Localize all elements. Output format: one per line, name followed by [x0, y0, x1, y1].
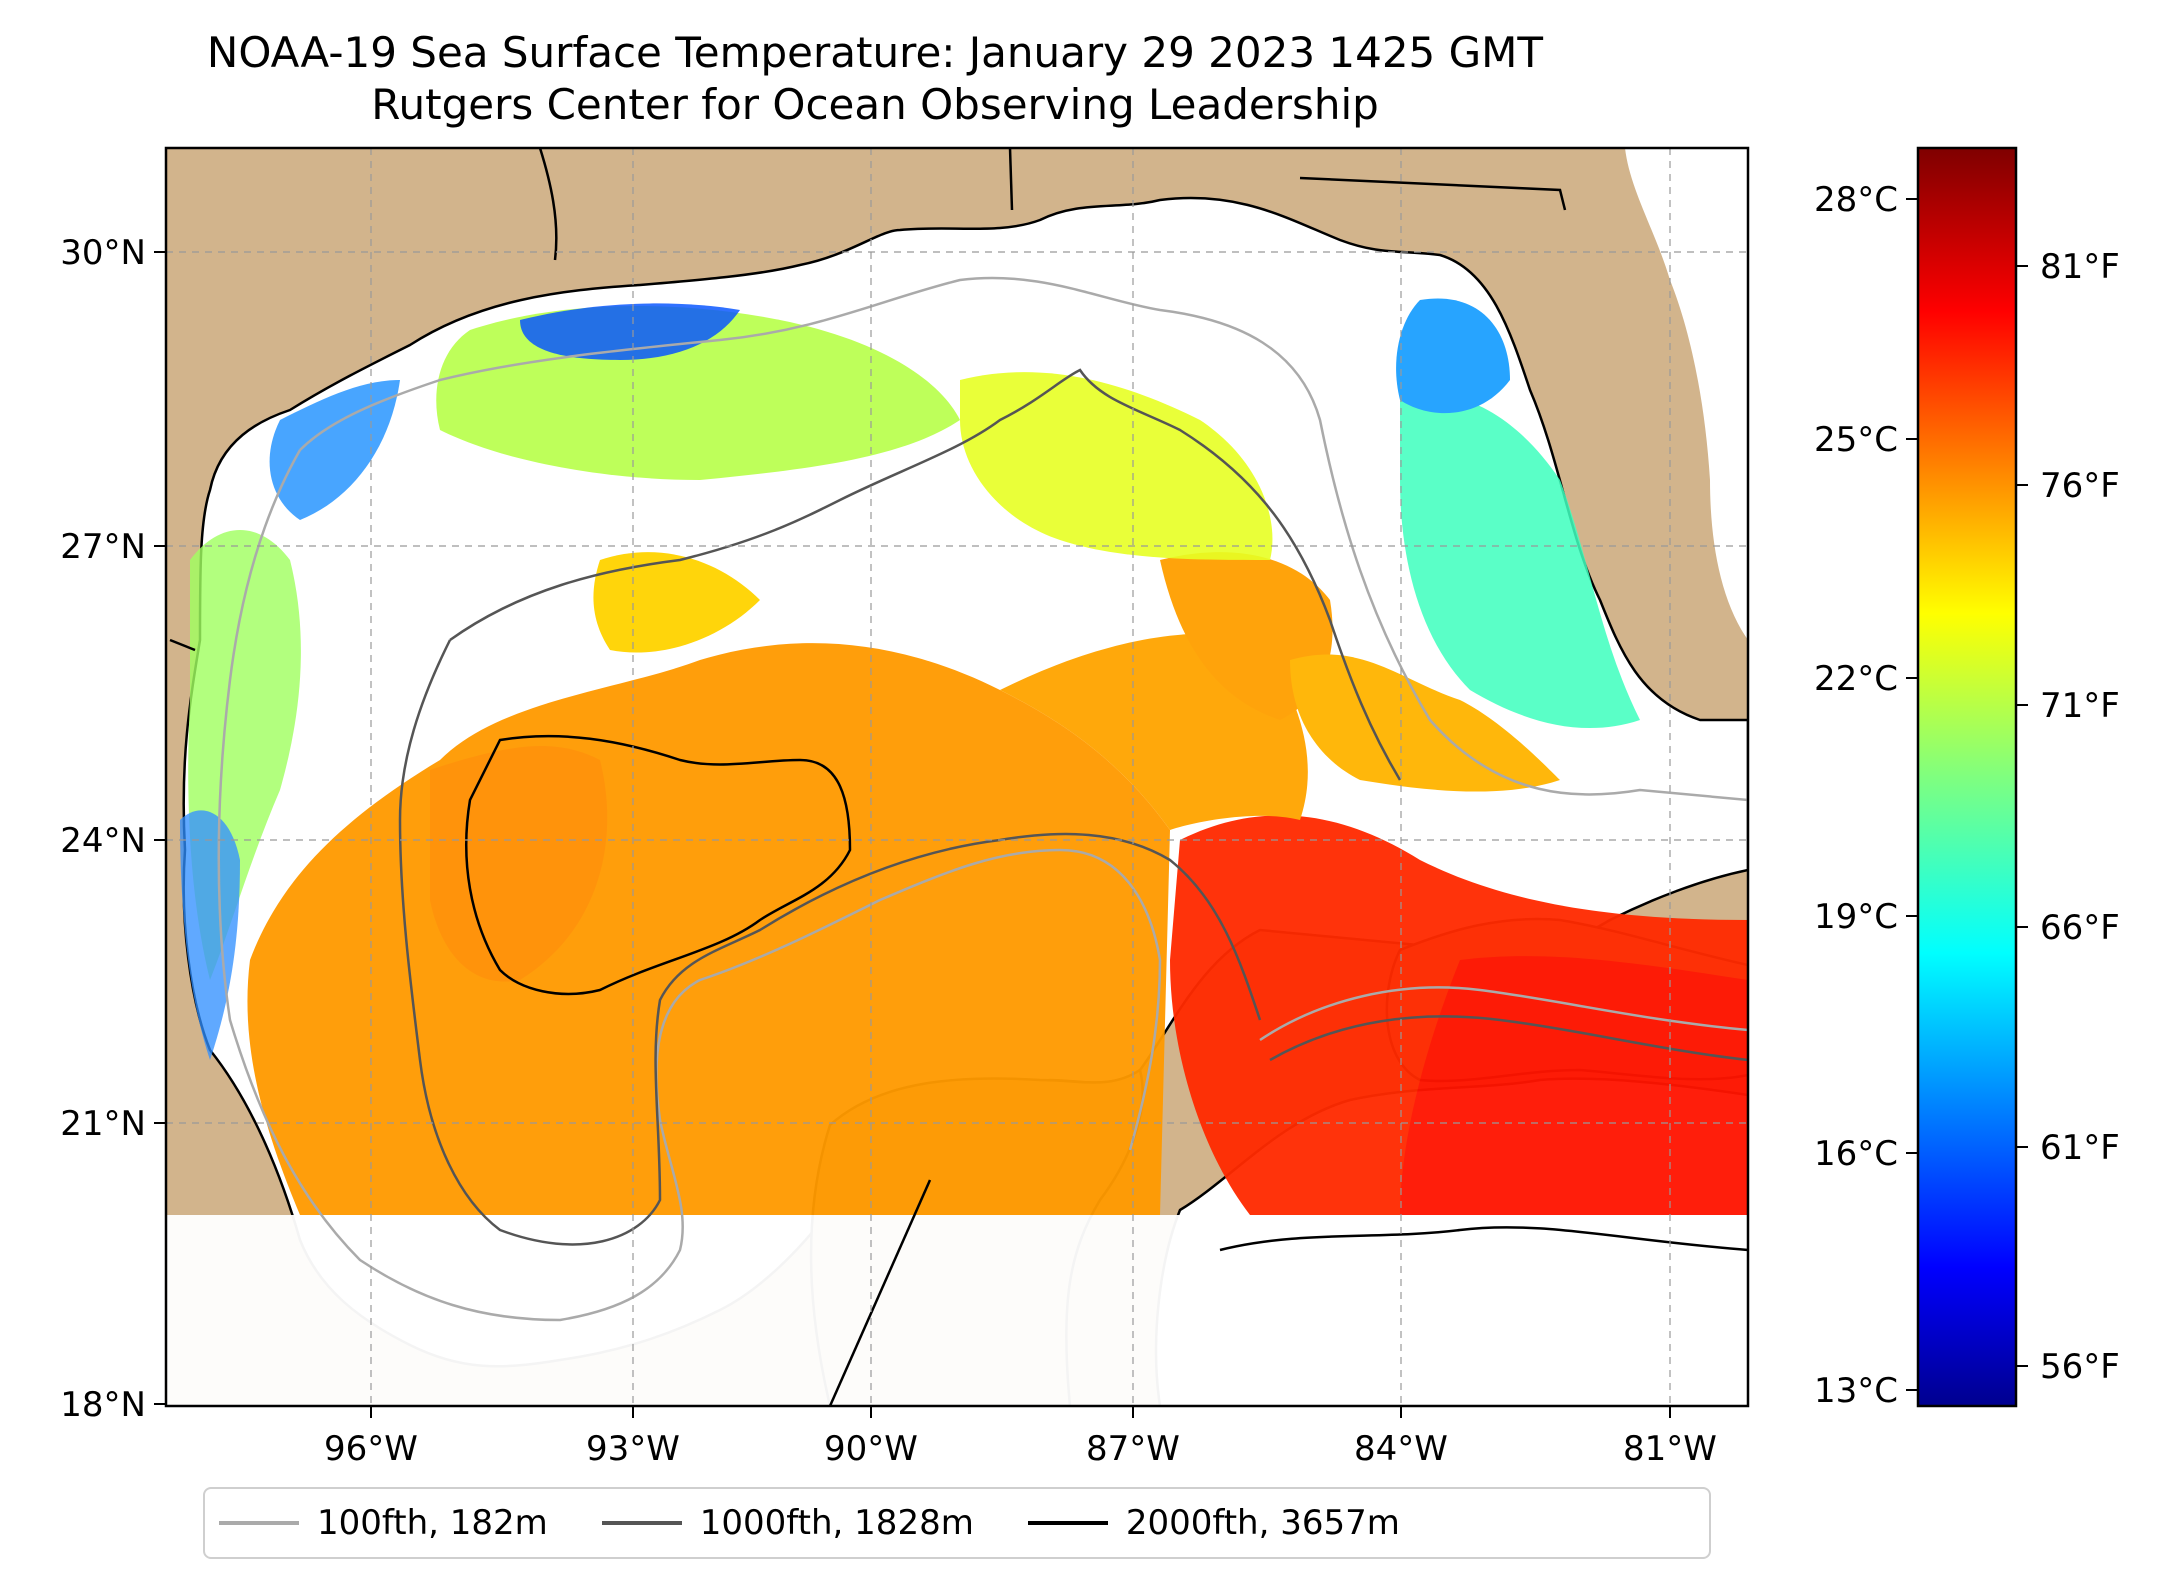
colorbar-celsius-label: 22°C	[1814, 659, 1898, 699]
bathymetry-legend: 100fth, 182m 1000fth, 1828m 2000fth, 365…	[203, 1487, 1711, 1559]
lat-tick-label: 21°N	[60, 1104, 146, 1144]
colorbar-fahrenheit-axis: 81°F 76°F 71°F 66°F 61°F 56°F	[2016, 247, 2120, 1387]
lat-tick-label: 30°N	[60, 233, 146, 273]
bathymetry-contours	[217, 276, 1748, 1322]
lon-tick-label: 90°W	[824, 1429, 918, 1469]
legend-line-swatch	[1027, 1521, 1108, 1525]
colorbar-celsius-label: 13°C	[1814, 1371, 1898, 1411]
lon-tick-label: 84°W	[1354, 1429, 1448, 1469]
legend-label: 1000fth, 1828m	[699, 1503, 974, 1543]
colorbar: 28°C 25°C 22°C 19°C 16°C 13°C 81°F 76°F …	[1814, 146, 2120, 1411]
legend-label: 2000fth, 3657m	[1125, 1503, 1400, 1543]
legend-item-1000fth: 1000fth, 1828m	[601, 1503, 974, 1543]
colorbar-fahrenheit-label: 76°F	[2040, 466, 2120, 506]
lat-tick-label: 18°N	[60, 1385, 146, 1425]
political-boundaries	[169, 148, 1567, 1406]
colorbar-celsius-axis: 28°C 25°C 22°C 19°C 16°C 13°C	[1814, 180, 1918, 1411]
lon-tick-label: 81°W	[1623, 1429, 1717, 1469]
legend-line-swatch	[219, 1521, 299, 1525]
map-title: NOAA-19 Sea Surface Temperature: January…	[206, 28, 1544, 77]
lat-tick-label: 27°N	[60, 527, 146, 567]
sst-data-layer	[166, 298, 1748, 1406]
colorbar-fahrenheit-label: 61°F	[2040, 1128, 2120, 1168]
lon-tick-label: 93°W	[586, 1429, 680, 1469]
colorbar-fahrenheit-label: 56°F	[2040, 1347, 2120, 1387]
legend-line-swatch	[601, 1521, 682, 1525]
lat-axis: 30°N 27°N 24°N 21°N 18°N	[60, 233, 166, 1425]
legend-item-100fth: 100fth, 182m	[219, 1503, 548, 1543]
map-subtitle: Rutgers Center for Ocean Observing Leade…	[371, 80, 1379, 129]
colorbar-celsius-label: 19°C	[1814, 897, 1898, 937]
atlantic-water	[1625, 148, 1748, 640]
legend-label: 100fth, 182m	[317, 1503, 548, 1543]
colorbar-fahrenheit-label: 71°F	[2040, 686, 2120, 726]
graticule	[166, 148, 1748, 1406]
colorbar-celsius-label: 25°C	[1814, 420, 1898, 460]
colorbar-fahrenheit-label: 66°F	[2040, 908, 2120, 948]
lat-tick-label: 24°N	[60, 821, 146, 861]
map-frame	[164, 146, 1750, 1408]
colorbar-celsius-label: 16°C	[1814, 1134, 1898, 1174]
colorbar-gradient	[1916, 146, 2018, 1408]
map-area	[166, 148, 1748, 1406]
lon-tick-label: 87°W	[1086, 1429, 1180, 1469]
lon-tick-label: 96°W	[324, 1429, 418, 1469]
colorbar-celsius-label: 28°C	[1814, 180, 1898, 220]
lon-axis: 96°W 93°W 90°W 87°W 84°W 81°W	[324, 1406, 1717, 1469]
colorbar-fahrenheit-label: 81°F	[2040, 247, 2120, 287]
legend-item-2000fth: 2000fth, 3657m	[1027, 1503, 1400, 1543]
